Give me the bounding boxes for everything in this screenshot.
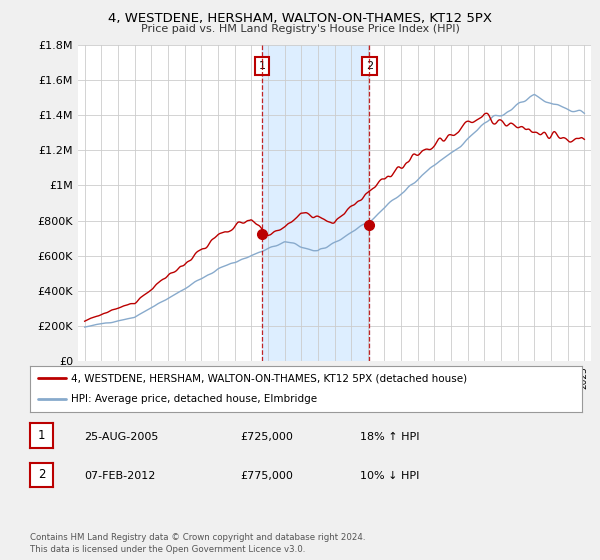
Text: Contains HM Land Registry data © Crown copyright and database right 2024.
This d: Contains HM Land Registry data © Crown c… (30, 533, 365, 554)
Text: 1: 1 (38, 429, 45, 442)
Text: 4, WESTDENE, HERSHAM, WALTON-ON-THAMES, KT12 5PX (detached house): 4, WESTDENE, HERSHAM, WALTON-ON-THAMES, … (71, 373, 467, 383)
Bar (262, 45, 370, 361)
Text: 2: 2 (38, 468, 45, 482)
Text: Price paid vs. HM Land Registry's House Price Index (HPI): Price paid vs. HM Land Registry's House … (140, 24, 460, 34)
Text: £725,000: £725,000 (240, 432, 293, 442)
Text: 18% ↑ HPI: 18% ↑ HPI (360, 432, 419, 442)
Text: 1: 1 (259, 61, 266, 71)
Text: 25-AUG-2005: 25-AUG-2005 (84, 432, 158, 442)
Text: 4, WESTDENE, HERSHAM, WALTON-ON-THAMES, KT12 5PX: 4, WESTDENE, HERSHAM, WALTON-ON-THAMES, … (108, 12, 492, 25)
Text: 2: 2 (366, 61, 373, 71)
Text: 10% ↓ HPI: 10% ↓ HPI (360, 471, 419, 481)
Text: 07-FEB-2012: 07-FEB-2012 (84, 471, 155, 481)
Text: HPI: Average price, detached house, Elmbridge: HPI: Average price, detached house, Elmb… (71, 394, 317, 404)
Text: £775,000: £775,000 (240, 471, 293, 481)
